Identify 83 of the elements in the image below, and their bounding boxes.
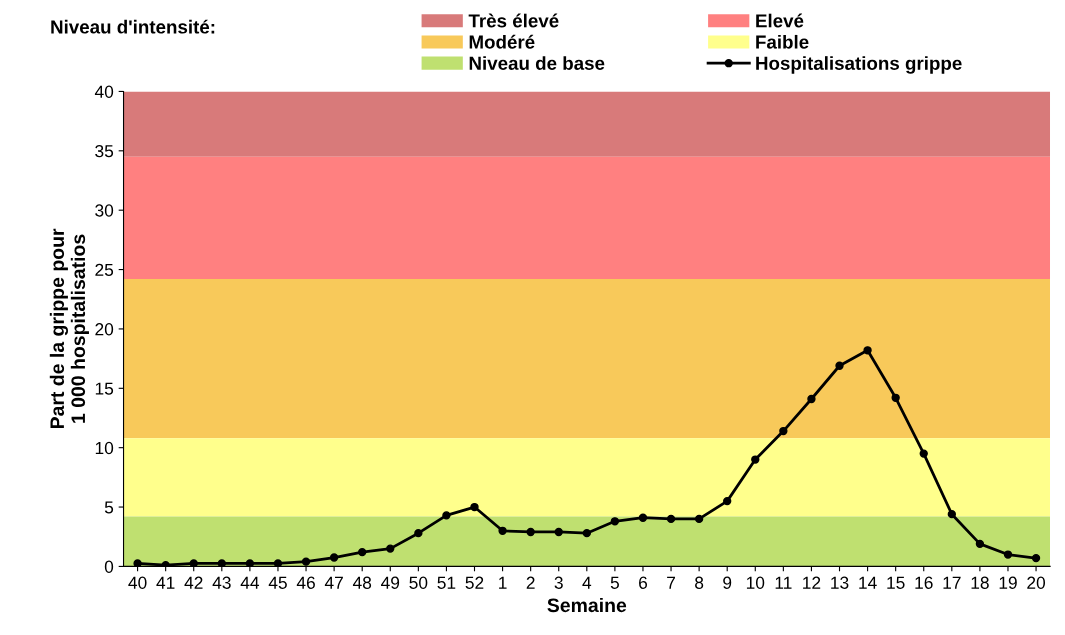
point: [1003, 550, 1013, 559]
point: [975, 539, 985, 549]
point: [807, 394, 816, 404]
point: [554, 527, 563, 537]
point: [919, 449, 928, 458]
point: [498, 526, 507, 535]
point: [358, 548, 367, 557]
y-tick-label: 35: [95, 144, 114, 158]
x-tick-label: 3: [554, 576, 563, 589]
legend-title: Niveau d'intensité:: [51, 19, 215, 34]
legend-label: Niveau de base: [469, 56, 605, 70]
x-tick-label: 4: [582, 576, 592, 589]
point: [189, 559, 198, 567]
y-axis-title: Part de la grippe pour 1 000 hospitalisatios: [49, 228, 89, 429]
y-tick-label: 25: [95, 263, 114, 277]
x-tick-label: 14: [859, 576, 877, 589]
x-tick-label: 11: [775, 576, 792, 589]
point: [610, 517, 620, 526]
y-tick-label: 0: [104, 560, 114, 573]
legend-label: Faible: [756, 34, 809, 49]
point: [329, 553, 339, 562]
x-tick-label: 17: [943, 576, 961, 589]
y-tick-label: 40: [94, 85, 114, 98]
point: [470, 502, 479, 512]
x-tick-label: 19: [999, 576, 1017, 589]
x-tick-label: 43: [212, 576, 231, 589]
legend-label: Très élevé: [468, 13, 559, 28]
point: [779, 426, 788, 436]
point: [217, 559, 226, 567]
y-tick-label: 20: [95, 323, 114, 336]
y-tick-label: 15: [95, 382, 114, 395]
point: [414, 529, 423, 538]
legend-label: Modéré: [469, 34, 535, 49]
point: [442, 511, 451, 520]
point: [723, 496, 732, 506]
point: [526, 527, 535, 537]
point: [638, 513, 648, 522]
x-tick-label: 49: [381, 576, 400, 589]
x-tick-label: 5: [610, 576, 619, 589]
point: [386, 544, 395, 553]
legend-label: Elevé: [756, 13, 804, 28]
x-tick-label: 44: [240, 576, 260, 589]
point: [582, 529, 591, 538]
point: [133, 559, 142, 567]
x-tick-label: 45: [268, 576, 287, 589]
point: [835, 361, 844, 370]
x-tick-label: 40: [128, 576, 147, 589]
x-tick-label: 41: [156, 576, 175, 589]
x-tick-label: 52: [465, 576, 484, 589]
x-tick-label: 1: [499, 576, 507, 589]
point: [245, 559, 255, 567]
x-tick-label: 48: [352, 576, 372, 589]
x-tick-label: 15: [887, 576, 905, 589]
point: [1031, 553, 1041, 563]
x-tick-label: 10: [746, 576, 765, 589]
y-tick-label: 10: [95, 441, 114, 455]
point: [694, 514, 704, 524]
x-tick-label: 50: [409, 576, 428, 589]
x-tick-label: 46: [296, 576, 315, 589]
x-tick-label: 7: [667, 576, 675, 589]
legend-label: Hospitalisations grippe: [756, 56, 962, 74]
point: [863, 346, 872, 355]
point: [301, 557, 311, 566]
x-tick-label: 16: [915, 576, 933, 589]
y-tick-label: 5: [104, 501, 114, 514]
x-tick-label: 47: [324, 576, 343, 589]
x-tick-label: 6: [639, 576, 648, 589]
y-tick-label: 30: [95, 204, 114, 217]
x-tick-label: 42: [184, 576, 203, 589]
x-tick-label: 18: [971, 576, 989, 589]
point: [666, 514, 676, 524]
x-axis-title: Semaine: [547, 597, 627, 613]
x-tick-label: 8: [695, 576, 704, 589]
point: [751, 455, 760, 464]
point: [273, 559, 283, 567]
x-tick-label: 51: [437, 576, 456, 589]
x-tick-label: 12: [803, 576, 821, 589]
x-tick-label: 9: [723, 576, 732, 589]
x-tick-label: 2: [526, 576, 535, 589]
point: [947, 510, 956, 519]
point: [891, 393, 900, 402]
x-tick-label: 13: [831, 576, 849, 589]
x-tick-label: 20: [1027, 576, 1046, 589]
